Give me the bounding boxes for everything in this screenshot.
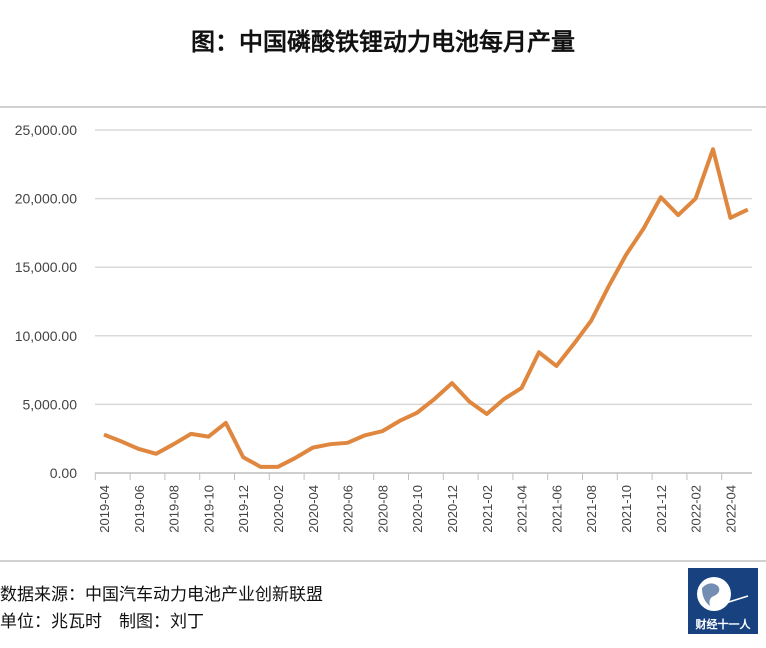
x-tick-label: 2020-08 — [375, 485, 390, 533]
x-tick-label: 2019-12 — [236, 485, 251, 533]
publisher-logo: 财经十一人 — [688, 568, 758, 634]
x-tick-label: 2021-12 — [654, 485, 669, 533]
x-tick-label: 2020-06 — [341, 485, 356, 533]
y-tick-label: 5,000.00 — [23, 396, 78, 412]
line-chart: 0.00 5,000.00 10,000.00 15,000.00 20,000.00 2… — [15, 122, 752, 533]
svg-text:财经十一人: 财经十一人 — [695, 617, 752, 631]
chart-title: 图：中国磷酸铁锂动力电池每月产量 — [191, 28, 575, 56]
x-tick-label: 2020-12 — [445, 485, 460, 533]
x-tick-label: 2021-10 — [619, 485, 634, 533]
series-line — [103, 147, 749, 469]
y-tick-label: 20,000.00 — [15, 191, 77, 207]
divider — [0, 106, 766, 108]
x-tick-label: 2021-04 — [515, 485, 530, 533]
y-tick-label: 10,000.00 — [15, 328, 77, 344]
divider — [0, 560, 766, 562]
x-tick-label: 2019-10 — [201, 485, 216, 533]
x-tick-label: 2022-04 — [723, 485, 738, 533]
x-tick-label: 2021-06 — [549, 485, 564, 533]
unit-note: 单位：兆瓦时 制图：刘丁 — [0, 612, 204, 632]
x-tick-label: 2021-02 — [480, 485, 495, 533]
source-note: 数据来源：中国汽车动力电池产业创新联盟 — [0, 585, 323, 605]
x-tick-label: 2022-02 — [689, 485, 704, 533]
x-tick-label: 2020-04 — [306, 485, 321, 533]
y-tick-label: 15,000.00 — [15, 259, 77, 275]
x-tick-label: 2020-02 — [271, 485, 286, 533]
x-tick-label: 2020-10 — [410, 485, 425, 533]
x-tick-label: 2019-06 — [132, 485, 147, 533]
y-tick-label: 0.00 — [50, 465, 77, 481]
x-tick-label: 2019-04 — [97, 485, 112, 533]
x-tick-label: 2019-08 — [167, 485, 182, 533]
y-tick-label: 25,000.00 — [15, 122, 77, 138]
x-tick-label: 2021-08 — [584, 485, 599, 533]
